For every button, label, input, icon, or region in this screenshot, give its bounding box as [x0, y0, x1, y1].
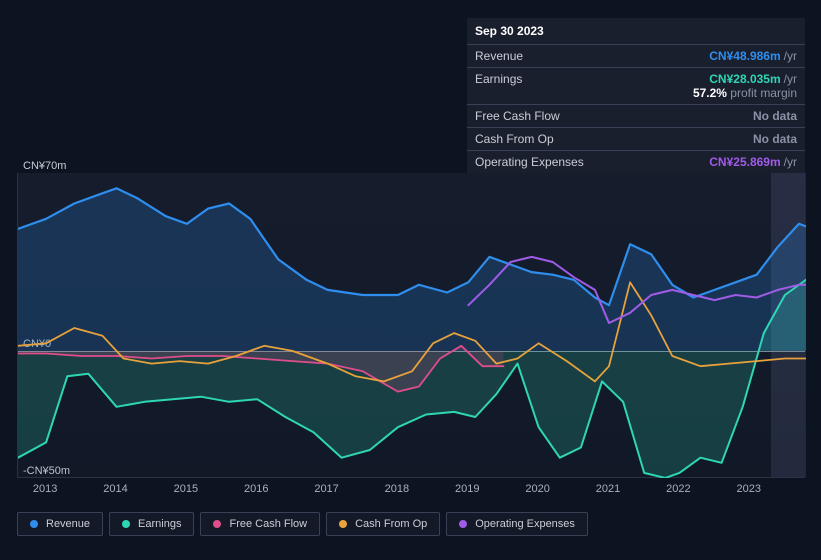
legend-item-label: Free Cash Flow — [229, 518, 307, 530]
tooltip-row: Cash From Op No data — [467, 128, 805, 151]
legend-item[interactable]: Operating Expenses — [446, 512, 588, 536]
tooltip-row-value: CN¥28.035m/yr — [709, 72, 797, 86]
series-fill — [18, 188, 806, 351]
x-axis-ticks: 2013 2014 2015 2016 2017 2018 2019 2020 2021 2022… — [17, 483, 805, 499]
x-axis-tick: 2016 — [244, 483, 268, 495]
x-axis-tick: 2017 — [314, 483, 338, 495]
legend-dot-icon — [30, 520, 38, 528]
legend-item-label: Cash From Op — [355, 518, 427, 530]
legend-dot-icon — [122, 520, 130, 528]
tooltip-row-value: No data — [753, 109, 797, 123]
chart-area: CN¥70mCN¥0-CN¥50m 2013201420152016201720… — [17, 158, 805, 518]
legend-dot-icon — [213, 520, 221, 528]
x-axis-tick: 2019 — [455, 483, 479, 495]
tooltip-row: Revenue CN¥48.986m/yr — [467, 45, 805, 68]
tooltip-panel: Sep 30 2023 Revenue CN¥48.986m/yr Earnings… — [467, 18, 805, 173]
legend-dot-icon — [459, 520, 467, 528]
x-axis-tick: 2014 — [103, 483, 127, 495]
tooltip-rows: Revenue CN¥48.986m/yr Earnings CN¥28.035m/y… — [467, 45, 805, 173]
series-canvas — [18, 173, 806, 478]
tooltip-row-subtext: 57.2% profit margin — [475, 86, 797, 100]
legend-item-label: Revenue — [46, 518, 90, 530]
tooltip-row-label: Revenue — [475, 49, 523, 63]
tooltip-row: Free Cash Flow No data — [467, 105, 805, 128]
legend-item[interactable]: Earnings — [109, 512, 194, 536]
x-axis-tick: 2015 — [174, 483, 198, 495]
tooltip-row-value: CN¥48.986m/yr — [709, 49, 797, 63]
tooltip-row-label: Earnings — [475, 72, 522, 86]
x-axis-tick: 2023 — [736, 483, 760, 495]
x-axis-tick: 2020 — [525, 483, 549, 495]
tooltip-row-label: Free Cash Flow — [475, 109, 560, 123]
legend-item-label: Earnings — [138, 518, 181, 530]
tooltip-row: Earnings CN¥28.035m/yr57.2% profit margin — [467, 68, 805, 105]
x-axis-tick: 2022 — [666, 483, 690, 495]
legend-dot-icon — [339, 520, 347, 528]
x-axis-tick: 2018 — [385, 483, 409, 495]
y-axis-label: CN¥70m — [23, 160, 66, 172]
legend-item[interactable]: Revenue — [17, 512, 103, 536]
x-axis-tick: 2021 — [596, 483, 620, 495]
tooltip-row-label: Cash From Op — [475, 132, 554, 146]
tooltip-date: Sep 30 2023 — [467, 18, 805, 45]
legend-item[interactable]: Free Cash Flow — [200, 512, 320, 536]
x-axis-tick: 2013 — [33, 483, 57, 495]
legend: Revenue Earnings Free Cash Flow Cash From O… — [17, 512, 588, 536]
legend-item[interactable]: Cash From Op — [326, 512, 440, 536]
plot-region[interactable] — [17, 173, 805, 478]
tooltip-row-value: No data — [753, 132, 797, 146]
legend-item-label: Operating Expenses — [475, 518, 575, 530]
